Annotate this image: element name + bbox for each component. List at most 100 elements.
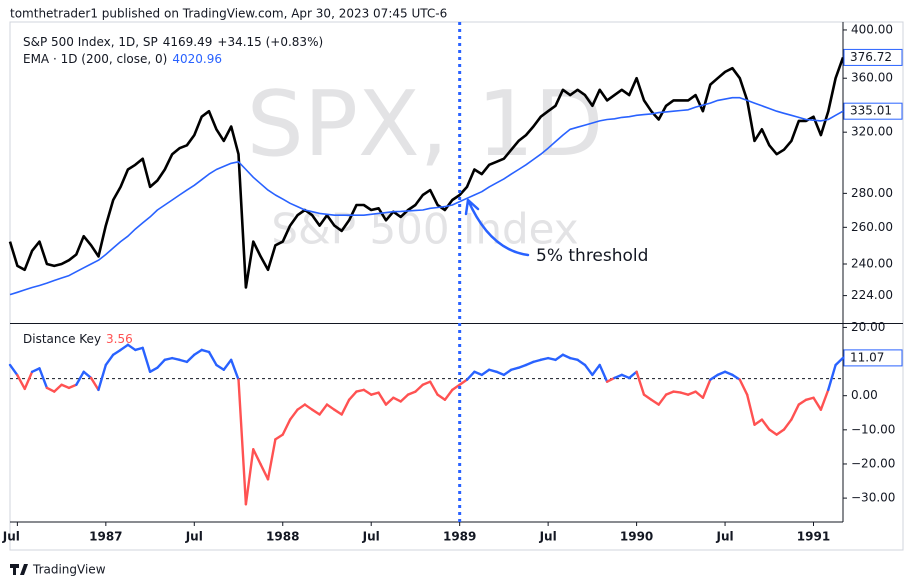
distance-segment <box>207 350 218 367</box>
distance-segment <box>591 363 601 377</box>
last-value-label: 376.72 <box>850 50 892 64</box>
distance-segment <box>804 396 815 401</box>
x-tick-label: 1990 <box>620 530 653 544</box>
distance-segment <box>82 370 93 380</box>
footer-logo: TradingView <box>10 563 106 577</box>
y-tick-label: −30.00 <box>851 491 895 505</box>
distance-segment <box>819 388 830 411</box>
x-tick-label: 1989 <box>443 530 476 544</box>
watermark-symbol: SPX, 1D <box>247 72 604 177</box>
distance-segment <box>473 370 483 377</box>
distance-segment <box>89 376 100 392</box>
distance-segment <box>318 403 329 416</box>
ema-line <box>9 96 844 296</box>
distance-segment <box>252 448 262 466</box>
legend-item: EMA · 1D (200, close, 0) <box>23 52 167 66</box>
distance-segment <box>126 343 137 352</box>
distance-segment <box>790 403 800 421</box>
distance-segment <box>281 418 292 436</box>
distance-segment <box>642 393 653 401</box>
distance-segment <box>193 348 203 356</box>
distance-segment <box>141 346 152 373</box>
distance-segment <box>8 363 19 377</box>
last-value-label: 335.01 <box>850 104 892 118</box>
distance-segment <box>827 363 837 392</box>
distance-segment <box>362 388 373 396</box>
distance-segment <box>583 363 594 377</box>
watermark-name: S&P 500 Index <box>271 205 578 254</box>
distance-segment <box>229 358 240 381</box>
last-value-box <box>843 102 903 120</box>
distance-segment <box>487 368 498 373</box>
distance-segment <box>620 373 631 380</box>
distance-segment <box>119 343 130 352</box>
annotation-arrow <box>464 198 530 257</box>
x-tick-label: Jul <box>715 530 733 544</box>
x-tick-label: 1987 <box>89 530 122 544</box>
distance-segment <box>539 356 550 362</box>
distance-segment <box>53 383 63 393</box>
distance-segment <box>628 370 638 380</box>
y-tick-label: 400.00 <box>851 22 893 36</box>
distance-segment <box>163 356 174 362</box>
distance-segment <box>443 388 454 401</box>
y-tick-label: 360.00 <box>851 71 893 85</box>
distance-segment <box>377 391 388 406</box>
distance-segment <box>598 363 609 383</box>
distance-segment <box>170 356 181 362</box>
y-tick-label: 280.00 <box>851 186 893 200</box>
distance-segment <box>23 370 34 391</box>
distance-segment <box>782 418 793 431</box>
distance-segment <box>458 378 469 386</box>
distance-segment <box>723 370 734 377</box>
distance-segment <box>775 428 786 436</box>
distance-segment <box>510 366 520 371</box>
distance-segment <box>303 403 314 411</box>
distance-segment <box>480 368 491 377</box>
distance-segment <box>148 366 159 373</box>
distance-segment <box>406 390 417 396</box>
distance-segment <box>30 367 41 373</box>
distance-segment <box>753 418 764 426</box>
y-tick-label: −20.00 <box>851 456 895 470</box>
last-value-box <box>843 349 903 367</box>
distance-segment <box>333 408 343 416</box>
distance-segment <box>244 448 255 506</box>
distance-segment <box>266 438 277 481</box>
distance-segment <box>384 396 395 406</box>
distance-segment <box>731 373 741 381</box>
distance-segment <box>222 358 233 371</box>
distance-segment <box>112 348 122 356</box>
distance-segment <box>524 360 535 367</box>
distance-segment <box>156 358 167 369</box>
legend-item: 3.56 <box>106 332 133 346</box>
distance-segment <box>288 408 299 421</box>
legend-item: S&P 500 Index, 1D, SP <box>23 35 158 49</box>
distance-segment <box>16 374 26 391</box>
distance-segment <box>834 356 845 367</box>
distance-segment <box>436 393 447 401</box>
y-tick-label: 320.00 <box>851 125 893 139</box>
distance-segment <box>134 346 144 352</box>
distance-segment <box>701 378 712 399</box>
distance-segment <box>686 390 697 396</box>
y-tick-label: 240.00 <box>851 256 893 270</box>
legend-item: Distance Key <box>23 332 101 346</box>
y-tick-label: 0.00 <box>851 388 878 402</box>
distance-segment <box>465 370 476 381</box>
distance-segment <box>546 356 557 362</box>
distance-segment <box>355 388 366 393</box>
distance-segment <box>45 386 56 393</box>
distance-segment <box>311 408 321 416</box>
distance-segment <box>370 391 380 396</box>
distance-segment <box>768 428 778 436</box>
distance-segment <box>75 370 85 386</box>
distance-segment <box>613 373 624 380</box>
distance-segment <box>812 396 823 411</box>
distance-segment <box>576 358 587 367</box>
distance-segment <box>97 363 108 392</box>
legend-item: +34.15 (+0.83%) <box>217 35 323 49</box>
distance-segment <box>392 396 402 403</box>
x-tick-label: 1991 <box>797 530 830 544</box>
